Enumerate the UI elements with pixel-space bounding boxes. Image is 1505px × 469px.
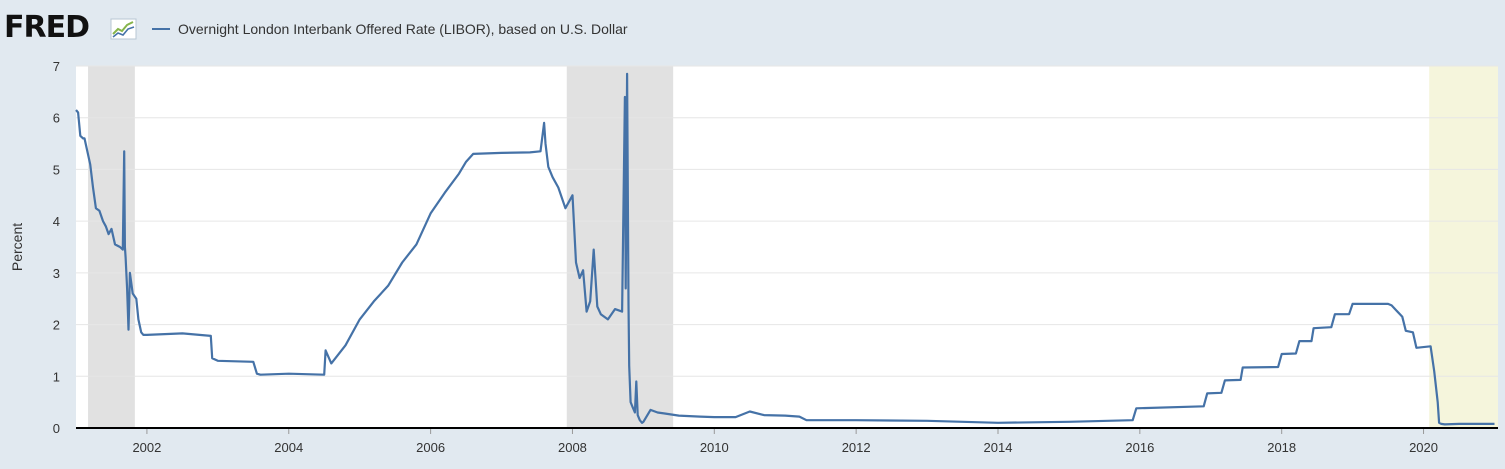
chart-header: FRED Overnight London Interbank Offered …	[0, 0, 1505, 56]
x-tick-label: 2020	[1409, 440, 1438, 455]
y-tick-label: 6	[53, 111, 60, 126]
legend-label: Overnight London Interbank Offered Rate …	[178, 21, 628, 37]
y-tick-label: 1	[53, 369, 60, 384]
series-line	[75, 72, 1495, 426]
x-tick-label: 2012	[842, 440, 871, 455]
x-tick-label: 2010	[700, 440, 729, 455]
fred-graph-icon	[110, 18, 137, 40]
x-tick-label: 2002	[132, 440, 161, 455]
x-tick-label: 2008	[558, 440, 587, 455]
shaded-period	[566, 66, 674, 428]
y-tick-label: 5	[53, 162, 60, 177]
logo-graph-line-blue	[112, 26, 135, 38]
y-tick-label: 7	[53, 59, 60, 74]
y-tick-label: 3	[53, 266, 60, 281]
legend-swatch	[152, 28, 170, 30]
y-tick-label: 0	[53, 421, 60, 436]
x-tick-label: 2016	[1125, 440, 1154, 455]
x-tick-label: 2018	[1267, 440, 1296, 455]
x-tick-label: 2006	[416, 440, 445, 455]
y-axis-title: Percent	[9, 223, 25, 271]
legend[interactable]: Overnight London Interbank Offered Rate …	[152, 19, 628, 39]
logo-graph-line-green	[112, 21, 134, 35]
y-tick-label: 2	[53, 318, 60, 333]
shaded-period	[1429, 66, 1498, 428]
x-tick-label: 2014	[984, 440, 1013, 455]
y-tick-label: 4	[53, 214, 60, 229]
shaded-period	[88, 66, 135, 428]
x-tick-label: 2004	[274, 440, 303, 455]
fred-logo[interactable]: FRED	[4, 10, 90, 45]
